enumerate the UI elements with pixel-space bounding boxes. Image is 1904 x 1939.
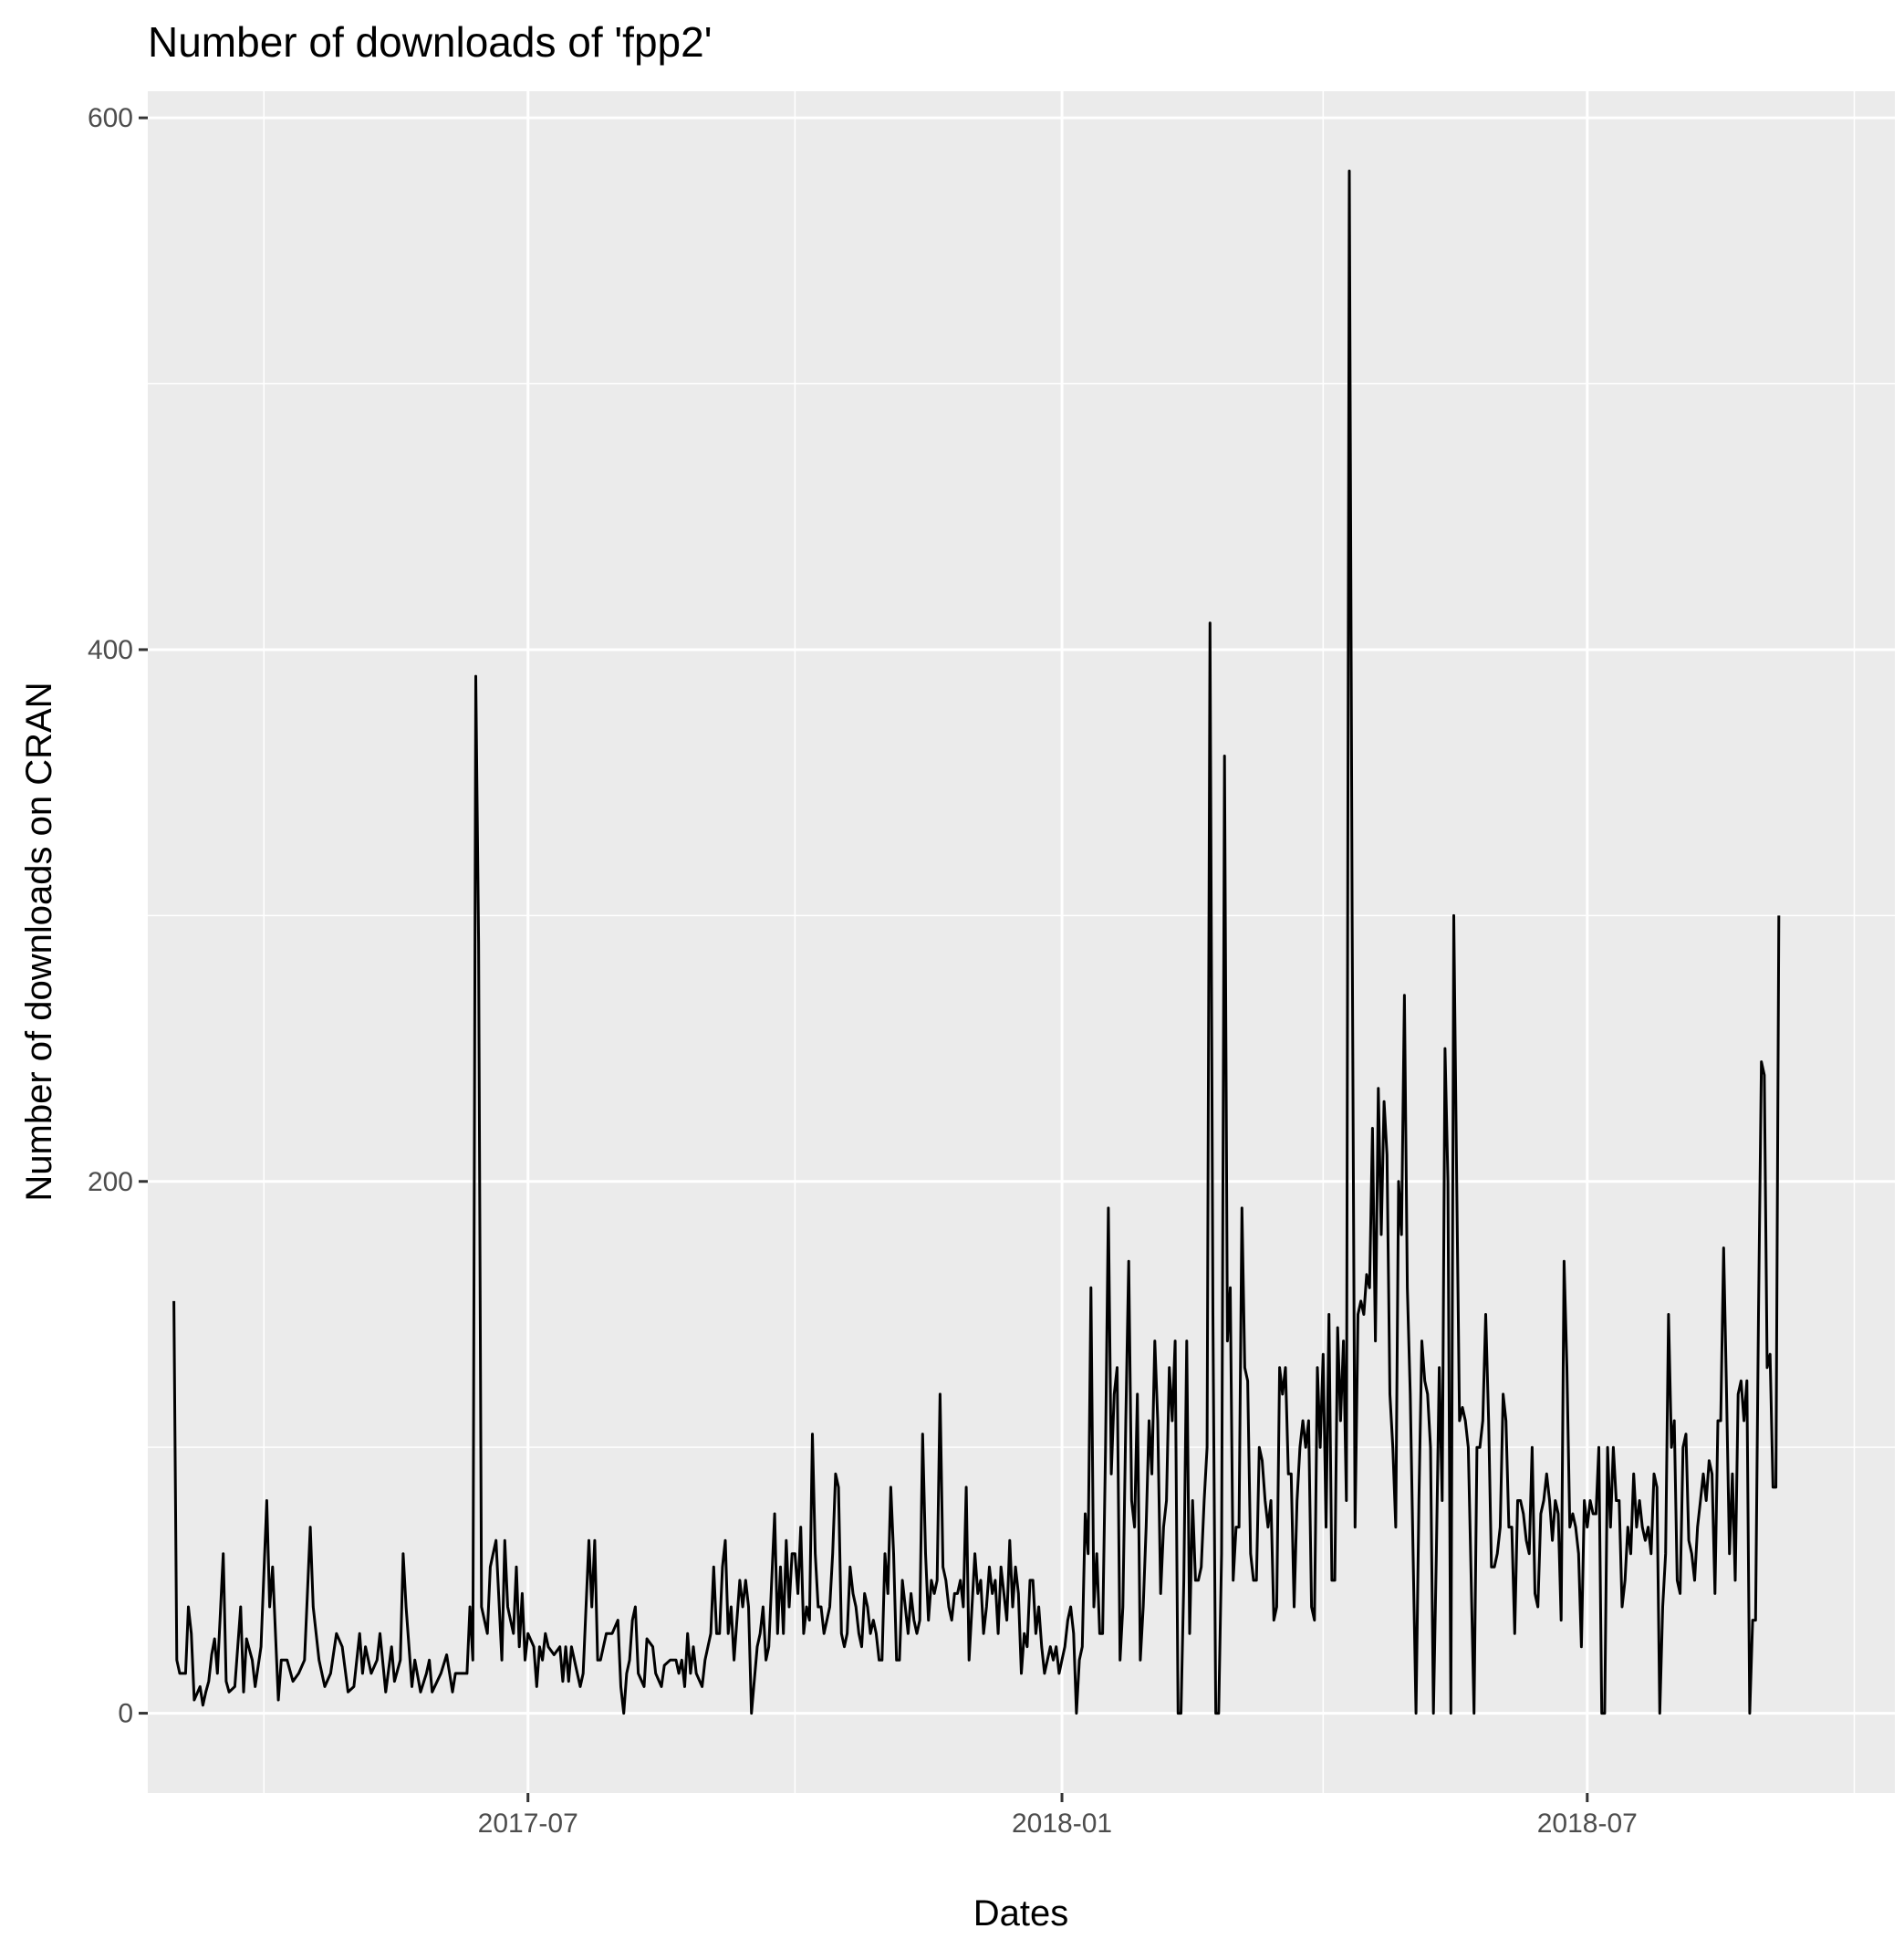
y-tick-label: 200 [88, 1167, 133, 1197]
chart-title: Number of downloads of 'fpp2' [148, 18, 712, 66]
x-axis-title: Dates [973, 1893, 1069, 1934]
x-tick-label: 2018-07 [1537, 1809, 1638, 1839]
y-axis-title: Number of downloads on CRAN [19, 682, 59, 1201]
series-line [172, 169, 1781, 1715]
y-tick-label: 400 [88, 635, 133, 665]
y-tick-label: 600 [88, 103, 133, 133]
y-tick-label: 0 [118, 1699, 133, 1729]
x-axis: 2017-07 2018-01 2018-07 [478, 1793, 1638, 1839]
x-tick-label: 2018-01 [1012, 1809, 1112, 1839]
y-axis: 0 200 400 600 [88, 103, 148, 1729]
major-gridlines [148, 91, 1895, 1793]
minor-gridlines [148, 91, 1895, 1793]
x-tick-label: 2017-07 [478, 1809, 578, 1839]
plot-panel [148, 91, 1895, 1793]
